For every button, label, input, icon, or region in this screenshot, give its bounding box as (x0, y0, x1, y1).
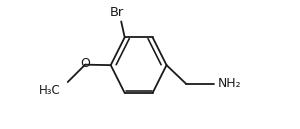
Text: Br: Br (110, 6, 124, 19)
Text: O: O (80, 57, 90, 70)
Text: NH₂: NH₂ (218, 77, 241, 90)
Text: H₃C: H₃C (39, 83, 61, 96)
